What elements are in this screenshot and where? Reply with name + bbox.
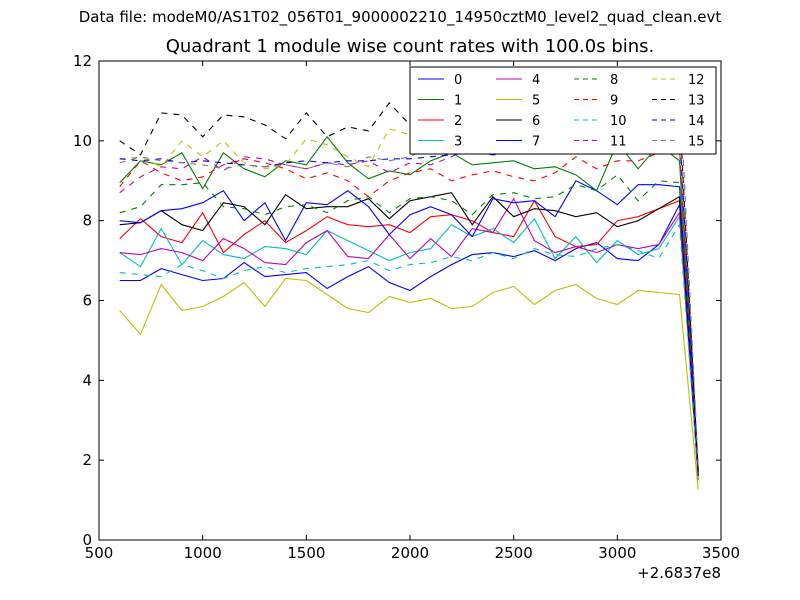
legend-label-11: 11: [610, 135, 627, 150]
series-line-8: [119, 174, 699, 469]
figure-suptitle: Data file: modeM0/AS1T02_056T01_90000022…: [78, 8, 722, 26]
y-tick-label: 0: [82, 531, 92, 549]
x-tick-label: 3500: [702, 544, 740, 562]
legend-label-3: 3: [454, 135, 462, 150]
series-line-3: [119, 215, 699, 479]
series-line-1: [119, 135, 699, 473]
series-line-2: [119, 199, 699, 481]
legend-label-1: 1: [454, 94, 462, 109]
legend-label-6: 6: [532, 114, 540, 129]
series-line-14: [119, 125, 699, 477]
chart-title: Quadrant 1 module wise count rates with …: [165, 36, 655, 57]
legend-label-4: 4: [532, 73, 540, 88]
legend-label-9: 9: [610, 94, 618, 109]
series-line-10: [119, 222, 699, 479]
legend-label-15: 15: [688, 135, 705, 150]
series-line-5: [119, 277, 699, 491]
x-tick-label: 1500: [287, 544, 325, 562]
legend-label-8: 8: [610, 73, 618, 88]
x-tick-label: 500: [85, 544, 114, 562]
series-line-0: [119, 202, 699, 477]
legend-label-13: 13: [688, 94, 705, 109]
series-line-7: [119, 180, 699, 471]
series-line-6: [119, 192, 699, 475]
legend-label-5: 5: [532, 94, 540, 109]
legend-label-10: 10: [610, 114, 627, 129]
y-tick-label: 4: [82, 371, 92, 389]
y-tick-label: 6: [82, 292, 92, 310]
legend-label-14: 14: [688, 114, 705, 129]
y-tick-label: 2: [82, 451, 92, 469]
y-tick-label: 10: [73, 132, 92, 150]
y-tick-label: 12: [73, 52, 92, 70]
series-line-4: [119, 197, 699, 477]
x-tick-label: 1000: [184, 544, 222, 562]
legend-frame: [409, 66, 717, 155]
x-tick-label: 2000: [391, 544, 429, 562]
x-tick-label: 3000: [598, 544, 636, 562]
legend-label-0: 0: [454, 73, 462, 88]
legend-label-7: 7: [532, 135, 540, 150]
y-tick-label: 8: [82, 212, 92, 230]
series-line-9: [119, 148, 699, 473]
x-tick-label: 2500: [495, 544, 533, 562]
legend-label-12: 12: [688, 73, 705, 88]
legend-label-2: 2: [454, 114, 462, 129]
x-offset-label: +2.6837e8: [637, 564, 721, 582]
